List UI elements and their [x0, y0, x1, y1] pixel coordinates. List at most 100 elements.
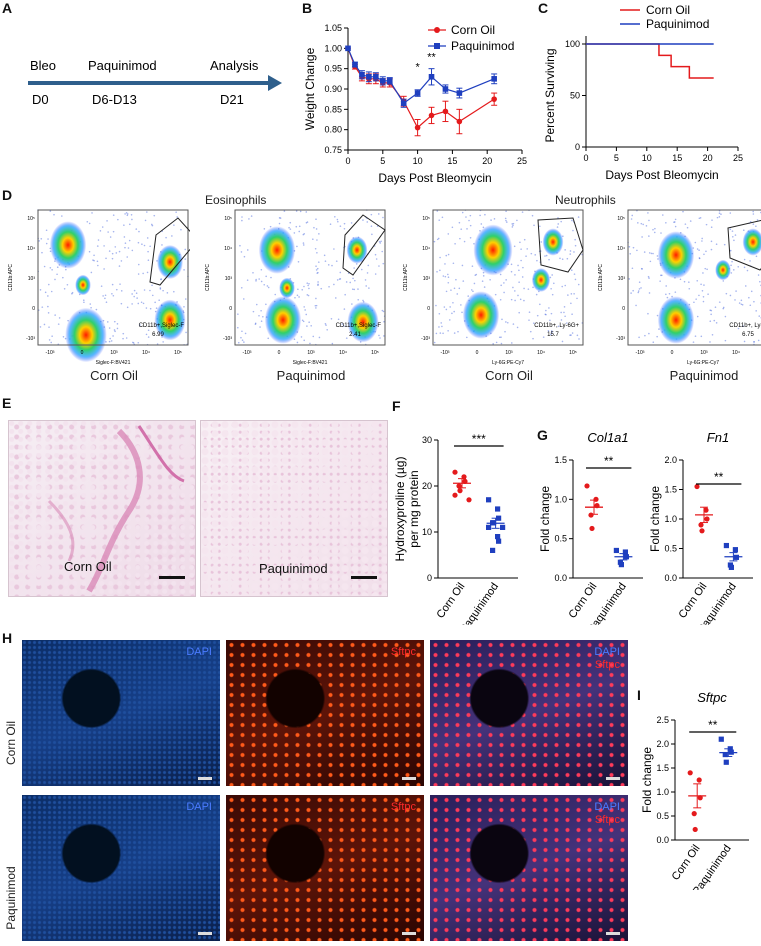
event-dot [544, 313, 547, 316]
event-dot [130, 213, 133, 216]
event-dot [506, 321, 509, 324]
event-dot [632, 246, 635, 249]
event-dot [437, 237, 440, 240]
event-dot [317, 261, 320, 263]
x-tick-label: 10⁴ [142, 350, 150, 356]
data-point [698, 522, 704, 528]
data-point [486, 497, 492, 503]
event-dot [91, 212, 93, 214]
x-tick-label: 10³ [110, 350, 118, 356]
y-axis-label: CD11b:APC [403, 264, 409, 291]
timeline: Bleo Paquinimod Analysis D0 D6-D13 D21 [28, 58, 282, 107]
event-dot [753, 341, 755, 343]
event-dot [58, 317, 61, 319]
event-dot [628, 245, 631, 248]
event-dot [469, 224, 472, 227]
event-dot [566, 257, 569, 260]
event-dot [705, 223, 708, 226]
event-dot [354, 279, 356, 282]
event-dot [318, 336, 321, 339]
event-dot [143, 289, 146, 291]
event-dot [41, 251, 43, 254]
event-dot [379, 242, 382, 244]
event-dot [718, 212, 721, 214]
event-dot [365, 285, 367, 287]
event-dot [314, 247, 317, 250]
event-dot [316, 272, 319, 274]
event-dot [252, 271, 254, 274]
event-dot [147, 336, 150, 338]
data-point [414, 90, 421, 96]
y-tick-label: 2.0 [656, 739, 669, 749]
timeline-day-label: D0 [32, 92, 49, 107]
y-axis-label: Fold change [640, 747, 654, 813]
event-dot [733, 239, 735, 242]
event-dot [730, 264, 732, 267]
event-dot [112, 335, 114, 337]
event-dot [145, 333, 148, 336]
y-tick-label: 10⁵ [27, 216, 35, 222]
event-dot [144, 219, 147, 222]
event-dot [656, 335, 658, 338]
event-dot [549, 319, 551, 322]
event-dot [260, 320, 263, 323]
event-dot [133, 289, 136, 292]
event-dot [709, 341, 711, 343]
event-dot [344, 293, 346, 296]
event-dot [308, 282, 310, 285]
event-dot [171, 235, 173, 237]
event-dot [570, 269, 573, 271]
event-dot [449, 306, 451, 308]
data-point [495, 506, 501, 512]
flow-caption: Paquinimod [669, 368, 739, 383]
event-dot [147, 329, 150, 332]
event-dot [289, 228, 292, 230]
event-dot [342, 325, 345, 327]
event-dot [742, 229, 745, 232]
event-dot [126, 306, 129, 309]
event-dot [51, 268, 53, 271]
density-cluster [473, 224, 513, 276]
flow-frame [627, 209, 761, 346]
event-dot [381, 250, 384, 253]
event-dot [647, 275, 650, 278]
data-point [699, 528, 705, 534]
event-dot [154, 301, 156, 304]
event-dot [640, 222, 643, 225]
event-dot [239, 244, 241, 247]
event-dot [741, 303, 744, 306]
event-dot [570, 302, 572, 305]
fluorescence-grid: Corn Oil DAPI Sftpc DAPI Sftpc Paquinimod DAPI… [0, 640, 630, 946]
event-dot [173, 290, 175, 293]
data-point [386, 78, 393, 84]
event-dot [729, 249, 732, 252]
event-dot [526, 248, 529, 250]
fluorescence-image: DAPI Sftpc [430, 795, 628, 941]
event-dot [360, 268, 363, 271]
event-dot [339, 225, 342, 227]
data-point [732, 547, 738, 553]
flow-plot-svg: CD11b+, Ly-6G+ 6.75 10⁵ 10⁴ 10³ 0 -10³ -10³ 0 10³… [598, 209, 761, 366]
event-dot [436, 238, 439, 241]
event-dot [382, 262, 385, 265]
event-dot [444, 275, 447, 278]
event-dot [510, 342, 513, 344]
event-dot [53, 213, 55, 216]
data-point [380, 78, 386, 84]
y-tick-label: 10 [422, 527, 432, 537]
event-dot [61, 215, 63, 217]
event-dot [435, 304, 437, 307]
event-dot [480, 223, 483, 225]
event-dot [320, 287, 323, 290]
event-dot [149, 289, 151, 292]
event-dot [49, 267, 52, 269]
flow-caption: Paquinimod [276, 368, 346, 383]
event-dot [457, 330, 459, 333]
event-dot [545, 313, 547, 316]
data-point [428, 74, 435, 80]
event-dot [722, 306, 725, 309]
y-tick-label: 1.0 [656, 787, 669, 797]
event-dot [447, 329, 449, 332]
hydroxyproline-chart: 0 10 20 30 Hydroxyproline (µg) per mg protein… [393, 432, 518, 625]
